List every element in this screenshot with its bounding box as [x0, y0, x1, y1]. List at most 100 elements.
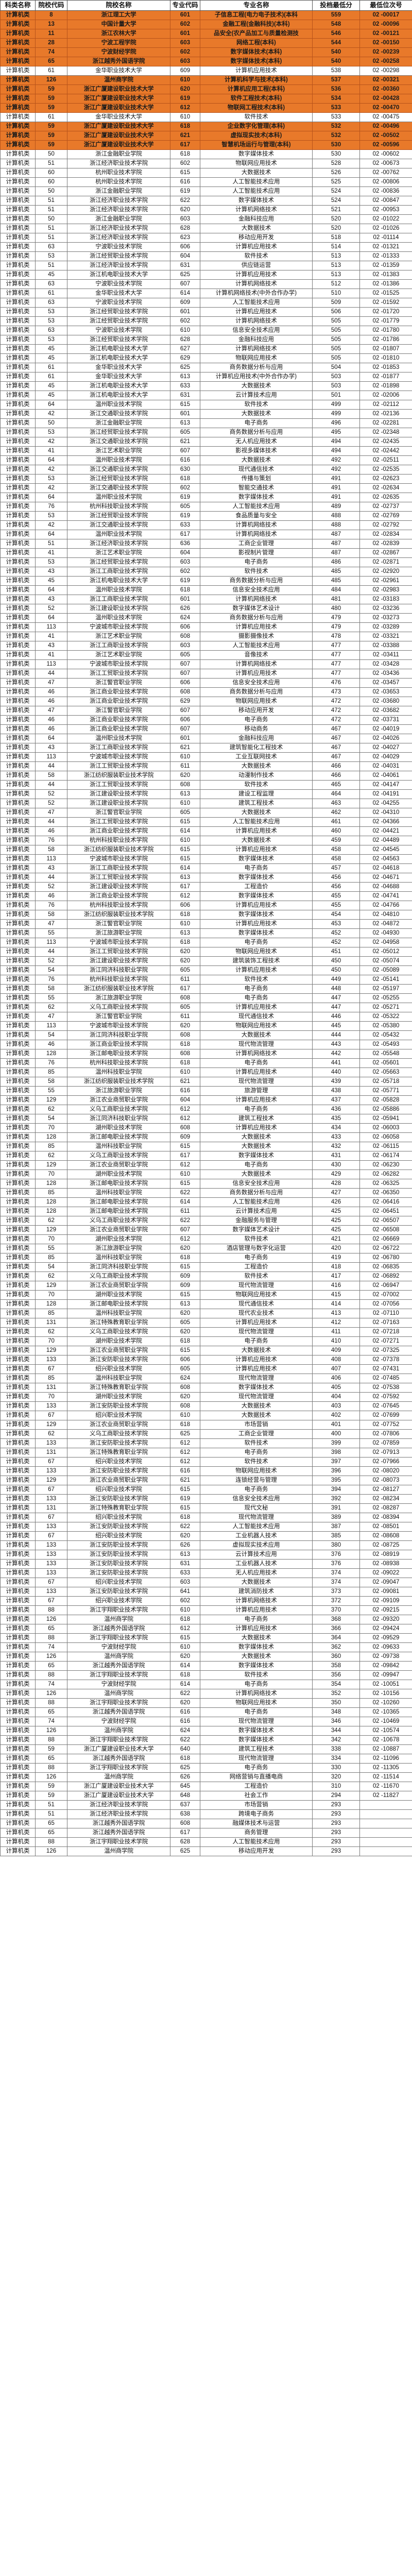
cell-school-name: 浙江纺织服装职业技术学院 [67, 984, 170, 994]
cell-min-rank: 02 -02871 [359, 557, 412, 567]
column-header-min-score: 投档最低分 [312, 0, 360, 11]
cell-min-rank: 02 -01779 [359, 316, 412, 326]
cell-major-name: 数字媒体技术 [200, 928, 313, 938]
cell-school-name: 浙江越秀外国语学院 [67, 1661, 170, 1671]
cell-major-code: 618 [170, 1040, 200, 1049]
cell-min-rank: 02 -05718 [359, 1077, 412, 1087]
cell-school-name: 浙江越秀外国语学院 [67, 57, 170, 66]
cell-major-code: 608 [170, 1819, 200, 1828]
cell-school-name: 浙江经贸职业技术学院 [67, 511, 170, 521]
cell-min-rank: 02 -00673 [359, 159, 412, 168]
cell-major-code: 609 [170, 298, 200, 308]
cell-school-code: 60 [35, 168, 67, 178]
cell-min-rank: 02 -09842 [359, 1661, 412, 1671]
cell-school-code: 60 [35, 177, 67, 187]
table-row: 计算机类 62 义乌工商职业技术学院 622 金融服务与管理 425 02 -06507 [0, 1216, 412, 1226]
cell-min-score: 487 [312, 530, 360, 539]
cell-major-name: 建筑装饰工程技术 [200, 956, 313, 966]
cell-school-code: 126 [35, 1615, 67, 1624]
cell-school-code: 53 [35, 511, 67, 521]
cell-school-code: 45 [35, 270, 67, 280]
cell-school-code: 88 [35, 1837, 67, 1847]
cell-school-name: 宁波城市职业技术学院 [67, 854, 170, 864]
cell-school-name: 湖州职业技术学院 [67, 1290, 170, 1300]
cell-major-name: 商务数据分析与应用 [200, 613, 313, 623]
cell-min-score: 385 [312, 1531, 360, 1541]
cell-school-name: 浙江工贸职业技术学院 [67, 669, 170, 679]
cell-school-code: 128 [35, 1207, 67, 1216]
cell-min-score: 373 [312, 1587, 360, 1597]
cell-school-name: 浙江交通职业技术学院 [67, 409, 170, 419]
cell-category: 计算机类 [0, 604, 36, 614]
cell-category: 计算机类 [0, 261, 36, 270]
cell-min-rank: 02 -06722 [359, 1244, 412, 1253]
cell-school-name: 浙江建设职业技术学院 [67, 799, 170, 808]
cell-school-name: 浙江金融职业学院 [67, 418, 170, 428]
cell-major-code: 630 [170, 465, 200, 474]
cell-major-name: 大数据技术 [200, 224, 313, 233]
cell-major-name: 人工智能技术应用 [200, 1522, 313, 1532]
table-row: 计算机类 62 义乌工商职业技术学院 620 现代物流管理 411 02 -07218 [0, 1327, 412, 1337]
cell-major-name: 商务数据分析与应用 [200, 428, 313, 437]
cell-school-code: 61 [35, 372, 67, 382]
cell-min-rank: 02 -09738 [359, 1652, 412, 1662]
cell-min-score: 391 [312, 1503, 360, 1513]
cell-major-code: 626 [170, 604, 200, 614]
cell-school-code: 44 [35, 873, 67, 883]
cell-min-rank: 02 -03436 [359, 669, 412, 679]
cell-major-name: 建设工程监理 [200, 789, 313, 799]
cell-min-score: 458 [312, 845, 360, 855]
cell-school-code: 43 [35, 863, 67, 873]
table-row: 计算机类 55 浙江旅游职业学院 613 数字媒体技术 452 02 -04930 [0, 928, 412, 938]
cell-min-rank: 02 -07378 [359, 1355, 412, 1365]
table-row: 计算机类 45 浙江机电职业技术大学 629 物联网应用技术 505 02 -01810 [0, 353, 412, 363]
table-row: 计算机类 128 浙江邮电职业技术学院 608 计算机网络技术 442 02 -05548 [0, 1049, 412, 1059]
cell-min-rank: 02 -04766 [359, 901, 412, 910]
cell-major-name: 计算机网络技术 [200, 1596, 313, 1606]
cell-major-code: 620 [170, 1327, 200, 1337]
cell-min-score: 530 [312, 140, 360, 150]
cell-major-code: 611 [170, 1012, 200, 1022]
cell-category: 计算机类 [0, 1642, 36, 1652]
cell-min-rank: 02 -01780 [359, 326, 412, 335]
cell-min-rank: 02 -00017 [359, 10, 412, 20]
cell-major-code: 611 [170, 975, 200, 985]
cell-category: 计算机类 [0, 1086, 36, 1096]
cell-category: 计算机类 [0, 381, 36, 391]
cell-school-name: 浙江安防职业技术学院 [67, 1401, 170, 1411]
cell-major-code: 608 [170, 1123, 200, 1133]
cell-school-code: 28 [35, 38, 67, 48]
cell-major-name: 电子商务 [200, 1058, 313, 1068]
cell-category: 计算机类 [0, 1058, 36, 1068]
cell-school-name: 浙江机电职业技术大学 [67, 391, 170, 400]
cell-major-code: 616 [170, 1717, 200, 1726]
cell-school-name: 浙江工贸职业技术学院 [67, 761, 170, 771]
table-row: 计算机类 133 浙江安防职业技术学院 622 人工智能技术应用 387 02 -08501 [0, 1522, 412, 1532]
cell-major-code: 611 [170, 1207, 200, 1216]
table-row: 计算机类 70 湖州职业技术学院 610 大数据技术 429 02 -06282 [0, 1170, 412, 1179]
cell-min-score: 533 [312, 103, 360, 113]
cell-min-rank: 02 -02635 [359, 493, 412, 502]
cell-school-code: 133 [35, 1494, 67, 1504]
cell-major-name: 工业机器人技术 [200, 1559, 313, 1569]
cell-school-name: 浙江警官职业学院 [67, 706, 170, 716]
table-row: 计算机类 42 浙江交通职业技术学院 633 计算机网络技术 488 02 -02792 [0, 520, 412, 530]
cell-min-rank: 02 -07002 [359, 1290, 412, 1300]
column-header-major-name: 专业名称 [200, 0, 313, 11]
cell-school-name: 温州科技职业学院 [67, 1067, 170, 1077]
cell-major-code: 615 [170, 845, 200, 855]
cell-major-code: 619 [170, 493, 200, 502]
cell-category: 计算机类 [0, 761, 36, 771]
cell-category: 计算机类 [0, 1234, 36, 1244]
cell-min-rank: 02 -10156 [359, 1689, 412, 1699]
cell-min-score: 536 [312, 84, 360, 94]
cell-school-name: 浙江广厦建设职业技术大学 [67, 1744, 170, 1754]
cell-min-score: 368 [312, 1615, 360, 1624]
cell-min-score: 487 [312, 539, 360, 549]
cell-major-code: 612 [170, 1457, 200, 1467]
cell-school-code: 51 [35, 1809, 67, 1819]
table-row: 计算机类 67 绍兴职业技术学院 602 计算机网络技术 372 02 -09109 [0, 1596, 412, 1606]
cell-major-name: 大数据技术 [200, 1633, 313, 1643]
cell-major-name: 计算机网络技术 [200, 316, 313, 326]
cell-school-code: 131 [35, 1503, 67, 1513]
